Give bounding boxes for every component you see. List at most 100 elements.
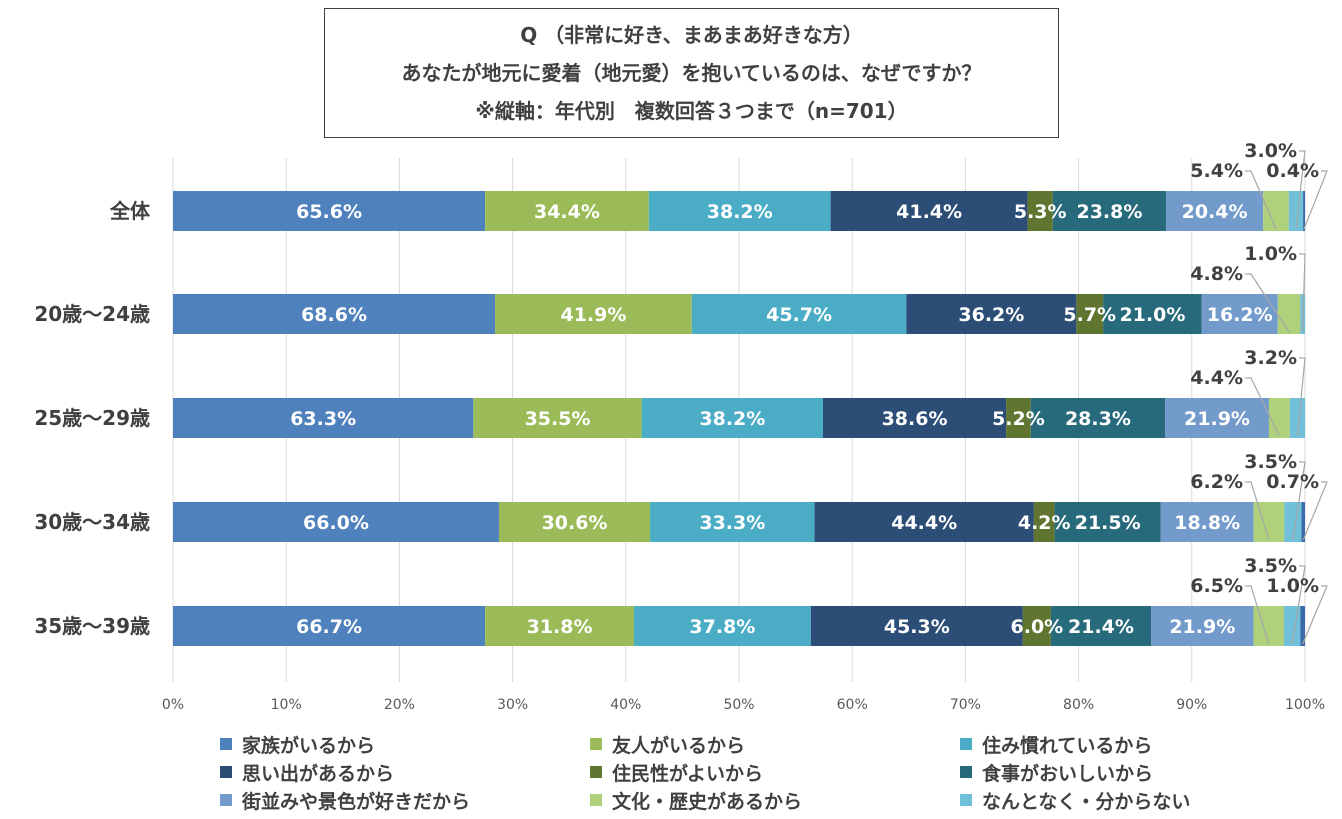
x-tick-label: 80% (1063, 697, 1094, 713)
data-label: 18.8% (1174, 512, 1240, 534)
legend-label: なんとなく・分からない (982, 790, 1191, 813)
bar-segment (1277, 294, 1301, 334)
legend-item-residents: 住民性がよいから (590, 758, 960, 786)
data-label: 21.9% (1169, 616, 1235, 638)
bar-segment (485, 191, 649, 231)
legend-swatch (960, 794, 972, 806)
bar-segment (1076, 294, 1104, 334)
legend-item-friends: 友人がいるから (590, 730, 960, 758)
bar-segment (1284, 502, 1302, 542)
data-label: 44.4% (891, 512, 957, 534)
data-label: 45.7% (766, 304, 832, 326)
data-label: 21.0% (1119, 304, 1185, 326)
chart-title-line-1: Q （非常に好き、まあまあ好きな方） (520, 23, 863, 47)
data-label: 30.6% (542, 512, 608, 534)
bar-segment (1151, 606, 1254, 646)
data-label: 3.2% (1244, 347, 1297, 369)
bar-segment (1253, 502, 1285, 542)
category-label: 25歳～29歳 (34, 406, 150, 430)
data-label: 65.6% (296, 201, 362, 223)
bar-segment (1103, 294, 1202, 334)
category-label: 全体 (109, 199, 151, 223)
bar-segment (1054, 502, 1161, 542)
legend-swatch (220, 738, 232, 750)
legend-label: 食事がおいしいから (982, 762, 1154, 785)
data-label: 1.0% (1244, 243, 1297, 265)
bar-segment (1030, 398, 1166, 438)
legend-swatch (220, 794, 232, 806)
data-label: 45.3% (884, 616, 950, 638)
data-label: 5.4% (1190, 160, 1243, 182)
leader-line (1292, 461, 1306, 541)
bar-segment (1253, 606, 1284, 646)
data-label: 4.8% (1190, 263, 1243, 285)
x-tick-label: 50% (723, 697, 754, 713)
legend-item-familiar: 住み慣れているから (960, 730, 1330, 758)
bar-segment (495, 294, 692, 334)
bar-segment (1300, 606, 1305, 646)
legend-swatch (960, 738, 972, 750)
leader-line (1299, 253, 1306, 333)
bar-segment (173, 191, 486, 231)
legend-label: 友人がいるから (612, 734, 746, 757)
bar-segment (1268, 398, 1290, 438)
legend-label: 住民性がよいから (612, 762, 764, 785)
data-label: 4.4% (1190, 367, 1243, 389)
bar-segment (173, 606, 486, 646)
legend-swatch (960, 766, 972, 778)
x-tick-label: 60% (837, 697, 868, 713)
bar-segment (1289, 398, 1305, 438)
data-label: 35.5% (525, 408, 591, 430)
legend-swatch (220, 766, 232, 778)
chart-title-line-2: あなたが地元に愛着（地元愛）を抱いているのは、なぜですか？ (401, 61, 982, 85)
bar-segment (1301, 502, 1305, 542)
bar-segment (473, 398, 642, 438)
data-label: 38.2% (699, 408, 765, 430)
x-tick-label: 90% (1176, 697, 1207, 713)
chart-title-line-3: ※縦軸：年代別 複数回答３つまで（n=701） (475, 99, 908, 123)
data-label: 28.3% (1065, 408, 1131, 430)
x-tick-label: 30% (497, 697, 528, 713)
data-label: 4.2% (1018, 512, 1071, 534)
data-label: 21.9% (1184, 408, 1250, 430)
bar-segment (1052, 191, 1167, 231)
data-label: 63.3% (290, 408, 356, 430)
leader-line (1302, 481, 1328, 541)
x-tick-label: 70% (950, 697, 981, 713)
data-label: 21.4% (1068, 616, 1134, 638)
legend: 家族がいるから 友人がいるから 住み慣れているから 思い出があるから 住民性がよ… (220, 730, 1330, 816)
bar-segment (485, 606, 634, 646)
data-label: 21.5% (1075, 512, 1141, 534)
category-label: 35歳～39歳 (34, 614, 150, 638)
legend-label: 街並みや景色が好きだから (242, 790, 471, 813)
category-label: 30歳～34歳 (34, 510, 150, 534)
data-label: 41.9% (560, 304, 626, 326)
bar-segment (822, 398, 1007, 438)
data-label: 68.6% (301, 304, 367, 326)
data-label: 33.3% (699, 512, 765, 534)
data-label: 1.0% (1266, 575, 1319, 597)
data-label: 38.2% (707, 201, 773, 223)
data-label: 37.8% (689, 616, 755, 638)
bar-segment (1050, 606, 1152, 646)
bar-segment (1166, 191, 1264, 231)
chart-title-box: Q （非常に好き、まあまあ好きな方） あなたが地元に愛着（地元愛）を抱いているの… (324, 8, 1059, 138)
data-label: 5.2% (992, 408, 1045, 430)
leader-line (1296, 357, 1306, 437)
legend-swatch (590, 766, 602, 778)
data-label: 31.8% (527, 616, 593, 638)
bar-segment (1033, 502, 1055, 542)
x-tick-label: 20% (384, 697, 415, 713)
legend-swatch (590, 738, 602, 750)
bar-segment (1201, 294, 1278, 334)
bar-segment (1027, 191, 1053, 231)
data-label: 34.4% (534, 201, 600, 223)
legend-item-family: 家族がいるから (220, 730, 590, 758)
bar-segment (650, 502, 815, 542)
x-tick-label: 40% (610, 697, 641, 713)
bar-segment (906, 294, 1077, 334)
data-label: 5.7% (1063, 304, 1116, 326)
bar-segment (1160, 502, 1254, 542)
